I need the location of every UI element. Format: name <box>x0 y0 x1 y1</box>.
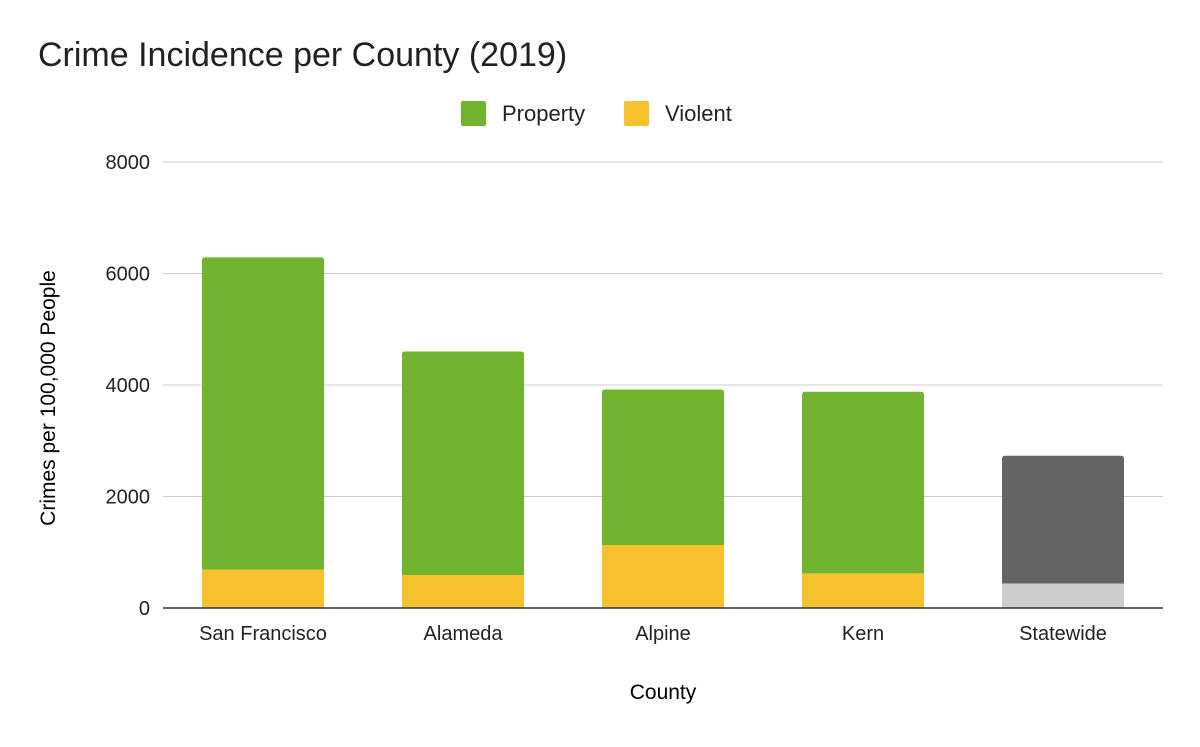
y-axis-ticks: 0 2000 4000 6000 8000 <box>106 152 151 620</box>
bar-violent-statewide <box>1002 583 1124 608</box>
bar-violent-san-francisco <box>202 569 324 608</box>
legend: Property Violent <box>461 101 732 126</box>
chart-title: Crime Incidence per County (2019) <box>38 36 567 74</box>
x-category-label: Alameda <box>424 623 504 645</box>
bar-property-statewide <box>1002 455 1124 584</box>
bar-violent-alameda <box>402 575 524 608</box>
bars <box>163 257 1163 609</box>
bar-violent-kern <box>802 573 924 608</box>
y-tick-label: 6000 <box>106 264 151 286</box>
legend-swatch-property <box>461 101 486 126</box>
y-tick-label: 2000 <box>106 487 151 509</box>
x-category-label: Statewide <box>1019 623 1107 645</box>
legend-label-property: Property <box>502 101 585 126</box>
x-axis-categories: San Francisco Alameda Alpine Kern Statewide <box>199 623 1107 645</box>
bar-property-san-francisco <box>202 257 324 570</box>
bar-violent-alpine <box>602 545 724 608</box>
legend-swatch-violent <box>624 101 649 126</box>
y-axis-title: Crimes per 100,000 People <box>37 270 60 526</box>
x-category-label: San Francisco <box>199 623 327 645</box>
x-category-label: Alpine <box>635 623 691 645</box>
x-category-label: Kern <box>842 623 884 645</box>
y-tick-label: 0 <box>139 598 150 620</box>
legend-label-violent: Violent <box>665 101 732 126</box>
bar-property-alpine <box>602 389 724 546</box>
y-tick-label: 4000 <box>106 375 151 397</box>
x-axis-title: County <box>630 681 697 704</box>
bar-property-alameda <box>402 351 524 576</box>
bar-property-kern <box>802 391 924 574</box>
y-tick-label: 8000 <box>106 152 151 174</box>
